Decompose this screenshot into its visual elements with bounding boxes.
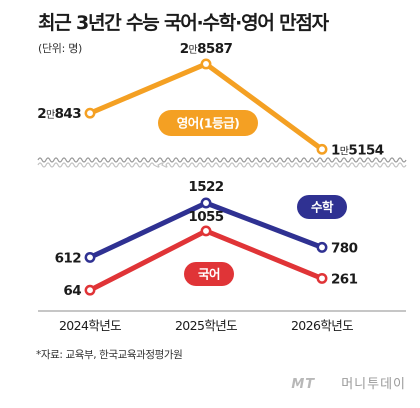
- legend-label-english: 영어(1등급): [177, 116, 240, 131]
- watermark-brand: 머니투데이: [341, 377, 406, 392]
- legend-label-korean: 국어: [198, 267, 220, 282]
- x-tick-label-2: 2025학년도: [175, 318, 237, 333]
- axis-break-line-2: [37, 162, 407, 168]
- data-point-english-2: [200, 58, 212, 70]
- data-label-korean-2026: 261: [331, 271, 358, 287]
- watermark-mt: MT: [291, 377, 316, 392]
- chart-title: 최근 3년간 수능 국어·수학·영어 만점자: [38, 12, 329, 34]
- data-label-korean-2024: 64: [63, 283, 81, 299]
- axis-break-line: [37, 157, 407, 163]
- data-label-math-2025: 1522: [188, 179, 223, 195]
- legend-label-math: 수학: [311, 200, 334, 215]
- unit-label: (단위: 명): [38, 42, 83, 55]
- data-label-english-2025: 2만8587: [180, 41, 233, 57]
- data-point-math-3: [316, 241, 328, 253]
- data-point-korean-3: [316, 272, 328, 284]
- watermark: MT 머니투데이: [291, 373, 406, 392]
- data-point-english-1: [84, 107, 96, 119]
- data-label-math-2026: 780: [331, 240, 358, 256]
- x-tick-label-3: 2026학년도: [291, 318, 353, 333]
- data-label-english-2024: 2만843: [37, 106, 81, 122]
- data-point-english-3: [316, 143, 328, 155]
- source-note: *자료: 교육부, 한국교육과정평가원: [36, 349, 183, 361]
- legend-badge-korean: [184, 262, 234, 286]
- data-point-math-1: [84, 251, 96, 263]
- legend-badge-math: [297, 195, 347, 219]
- data-point-korean-1: [84, 284, 96, 296]
- data-label-math-2024: 612: [55, 250, 82, 266]
- series-line-english: [87, 61, 325, 152]
- data-label-english-2026: 1만5154: [331, 142, 384, 158]
- data-point-korean-2: [200, 225, 212, 237]
- legend-badge-english: [158, 110, 258, 136]
- data-point-math-2: [200, 197, 212, 209]
- data-label-korean-2025: 1055: [188, 209, 223, 225]
- x-tick-label-1: 2024학년도: [59, 318, 121, 333]
